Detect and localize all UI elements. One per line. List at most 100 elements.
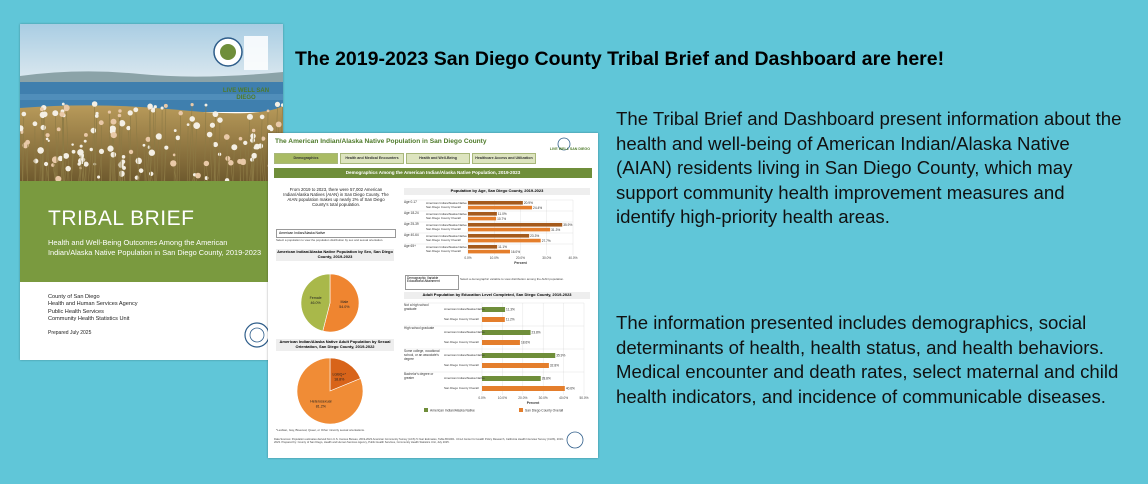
category-label: Age 40-64 [404, 233, 419, 237]
chart-title: Population by Age, San Diego County, 201… [404, 188, 590, 195]
pie-slice [322, 273, 360, 333]
slice-label: Heterosexual [310, 400, 331, 404]
series-label: American Indian/Alaska Native [426, 211, 467, 216]
grass-stem [152, 110, 156, 181]
flower [77, 149, 84, 156]
bar [468, 212, 497, 216]
flower [81, 157, 86, 162]
bar-value-label: 11.2% [506, 318, 515, 322]
grass-stem [129, 151, 132, 181]
flower [251, 152, 258, 159]
grass-stem [84, 164, 87, 181]
flower [170, 160, 177, 167]
flower [94, 114, 99, 118]
series-label: San Diego County Overall [444, 316, 479, 321]
grass-stem [21, 131, 23, 181]
tab[interactable]: Healthcare Access and Utilization [472, 153, 536, 164]
cover-agency: County of San Diego Health and Human Ser… [48, 294, 138, 324]
selector-label: Demographic Variable [407, 275, 439, 280]
headline: The 2019-2023 San Diego County Tribal Br… [295, 48, 945, 70]
bar [482, 340, 520, 345]
flower [133, 107, 139, 113]
grass-stem [209, 134, 213, 181]
bar-value-label: 18.6% [521, 341, 530, 345]
series-label: San Diego County Overall [426, 249, 461, 254]
grass-stem [45, 163, 49, 181]
grass-stem [82, 141, 86, 181]
tab-bar: Demographics Health and Medical Encounte… [274, 153, 536, 164]
flower [260, 136, 266, 141]
flower [39, 107, 44, 112]
grass-stem [226, 137, 229, 181]
grass-stem [56, 129, 59, 181]
flower [98, 120, 104, 126]
variable-note: Select a demographic variable to view di… [460, 277, 565, 281]
bar-value-label: 11.1% [498, 245, 507, 249]
flower [138, 168, 144, 173]
cover-logo-text: LIVE WELL SAN DIEGO [222, 88, 270, 101]
category-label: Age 18-24 [404, 211, 419, 215]
flower [25, 139, 31, 145]
slice-label: Female [310, 296, 322, 300]
flower [173, 129, 177, 132]
flower [142, 143, 146, 147]
legend-swatch [519, 408, 523, 412]
bar [482, 307, 506, 312]
tab[interactable]: Health and Medical Encounters [340, 153, 404, 164]
flower [126, 125, 131, 131]
flower [45, 137, 49, 141]
population-selector[interactable]: American Indian/Alaska Native [276, 229, 396, 238]
cover-prepared: Prepared July 2025 [48, 330, 92, 336]
flower [117, 161, 124, 168]
bar-value-label: 11.3% [506, 308, 515, 312]
flower [195, 172, 201, 179]
x-tick-label: 50.0% [579, 396, 588, 400]
bar [468, 234, 530, 238]
bar-value-label: 20.9% [524, 201, 533, 205]
flower [21, 111, 27, 117]
category-label: Age 65+ [404, 244, 416, 248]
slice-value: 54.0% [339, 305, 350, 309]
bar-value-label: 23.3% [530, 234, 539, 238]
grass-stem [87, 149, 92, 181]
chart-title: Adult Population by Education Level Comp… [404, 292, 590, 299]
flower [246, 113, 253, 120]
series-label: San Diego County Overall [426, 205, 461, 210]
bar [468, 227, 551, 232]
x-tick-label: 40.0% [568, 256, 577, 260]
grass-stem [249, 159, 253, 181]
flower [228, 160, 234, 166]
flower [97, 175, 101, 179]
flower [251, 128, 256, 133]
flower [231, 144, 238, 151]
legend-swatch [424, 408, 428, 412]
slice-value: 81.2% [316, 405, 327, 409]
legend-label: American Indian/Alaska Native [430, 408, 475, 412]
series-label: American Indian/Alaska Native [426, 200, 467, 205]
category-label: Some college, vocational school, or an a… [404, 349, 440, 361]
variable-selector[interactable]: Demographic Variable Educational Attainm… [405, 275, 459, 290]
data-sources: Data Sources: Population estimates deriv… [274, 438, 564, 445]
flower [47, 139, 50, 143]
flower [20, 125, 24, 132]
flower [83, 139, 87, 143]
bar [468, 238, 541, 243]
grass-stem [244, 142, 248, 181]
tab[interactable]: Health and Well-Being [406, 153, 470, 164]
grass-stem [178, 113, 181, 181]
flower [178, 110, 183, 116]
flower [250, 133, 256, 139]
grass-stem [144, 139, 149, 181]
series-label: San Diego County Overall [444, 339, 479, 344]
grass-stem [212, 125, 216, 181]
footnote: *Lesbian, Gay, Bisexual, Queer, or Other… [276, 428, 365, 432]
flower [223, 134, 230, 140]
chart-title: American Indian/Alaska Native Population… [276, 249, 394, 261]
flower [118, 119, 126, 127]
flower [203, 160, 210, 167]
grass-stem [266, 110, 269, 181]
grass-stem [148, 108, 151, 181]
tab[interactable]: Demographics [274, 153, 338, 164]
